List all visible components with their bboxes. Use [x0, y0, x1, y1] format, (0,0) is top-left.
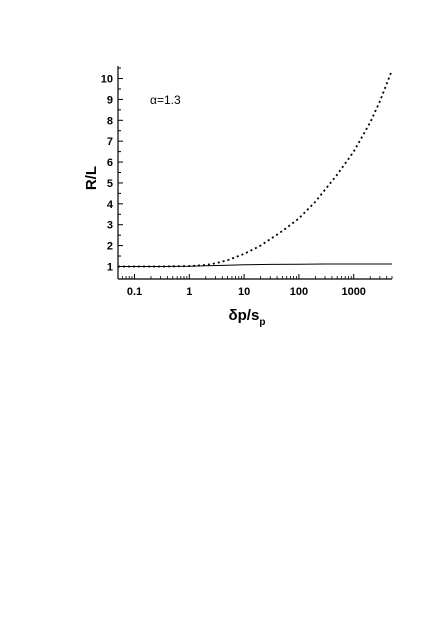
- y-tick-label: 5: [107, 178, 113, 190]
- y-tick-label: 7: [107, 136, 113, 148]
- annotation-alpha: α=1.3: [150, 93, 181, 107]
- y-tick-label: 9: [107, 94, 113, 106]
- x-axis-title-subscript: p: [259, 317, 265, 328]
- y-tick-label: 2: [107, 241, 113, 253]
- x-tick-label: 0.1: [127, 286, 142, 298]
- y-tick-label: 1: [107, 261, 113, 273]
- ticks: 1 2 3 4 5 6 7 8 9 10 0.1 1 10 100 1000: [101, 67, 393, 298]
- series-line-solid: [118, 263, 392, 267]
- y-tick-label: 4: [107, 199, 114, 211]
- x-tick-label: 100: [290, 286, 308, 298]
- x-axis-title-main: δp/s: [229, 307, 260, 324]
- x-tick-label: 1000: [341, 286, 365, 298]
- series: [118, 69, 393, 268]
- x-tick-label: 1: [186, 286, 192, 298]
- y-tick-label: 10: [101, 74, 113, 86]
- y-tick-label: 8: [107, 115, 113, 127]
- y-tick-label: 3: [107, 220, 113, 232]
- y-axis-title: R/L: [83, 166, 100, 190]
- x-axis-title: δp/sp: [229, 307, 266, 328]
- y-tick-label: 6: [107, 157, 113, 169]
- series-line-dotted: [118, 69, 393, 268]
- x-tick-label: 10: [238, 286, 250, 298]
